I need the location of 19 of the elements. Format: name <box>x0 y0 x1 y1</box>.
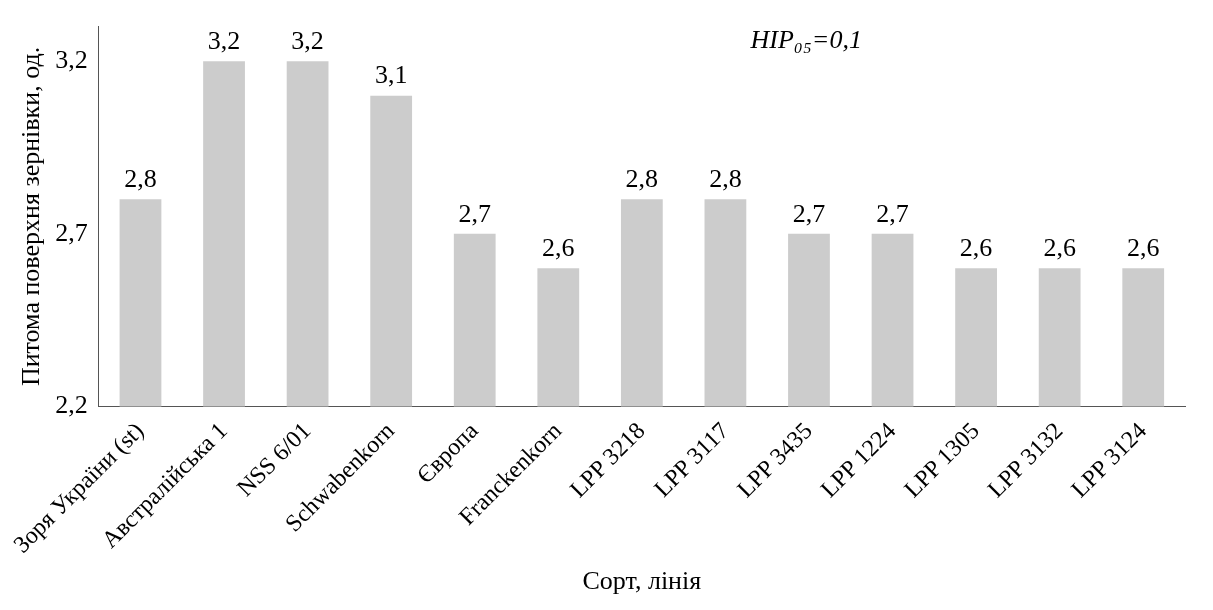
y-tick-label: 2,7 <box>55 217 88 247</box>
data-label: 3,1 <box>374 60 408 90</box>
data-label: 2,7 <box>876 198 909 228</box>
y-tick-label: 3,2 <box>55 44 88 74</box>
data-label: 3,2 <box>291 25 324 55</box>
y-tick-label: 2,2 <box>55 390 88 420</box>
data-label: 2,7 <box>458 198 491 228</box>
annotation: HIP₀₅=0,1 <box>749 25 862 55</box>
data-label: 2,6 <box>542 233 575 263</box>
data-label: 2,6 <box>1126 233 1160 263</box>
data-label: 2,8 <box>709 164 742 194</box>
data-label: 2,6 <box>959 233 993 263</box>
data-label: 2,8 <box>124 164 157 194</box>
data-label: 2,6 <box>1043 233 1076 263</box>
x-axis-title: Сорт, лінія <box>582 566 702 596</box>
y-axis-title: Питома поверхня зернівки, од. <box>16 46 46 387</box>
data-label: 3,2 <box>207 25 241 55</box>
data-label: 2,8 <box>625 164 659 194</box>
data-label: 2,7 <box>792 198 826 228</box>
